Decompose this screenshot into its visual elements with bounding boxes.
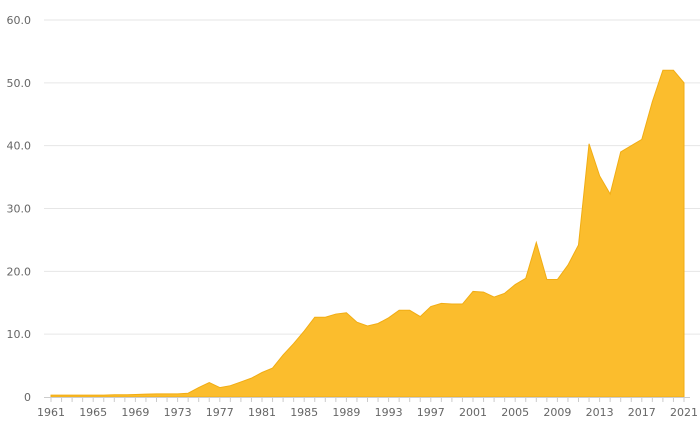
y-tick-label: 0 (24, 391, 31, 404)
y-tick-label: 10.0 (7, 328, 32, 341)
y-tick-label: 30.0 (7, 203, 32, 216)
x-tick-label: 1997 (417, 406, 445, 419)
y-tick-label: 60.0 (7, 14, 32, 27)
x-tick-label: 2001 (459, 406, 487, 419)
x-tick-label: 2013 (586, 406, 614, 419)
x-tick-label: 1961 (37, 406, 65, 419)
x-axis-labels: 1961 1965 1969 1973 1977 1981 1985 1989 1993 1997… (37, 406, 698, 419)
y-tick-label: 50.0 (7, 77, 32, 90)
area-series (50, 69, 685, 398)
x-tick-label: 1965 (79, 406, 107, 419)
x-tick-label: 2005 (501, 406, 529, 419)
x-axis (44, 397, 690, 402)
x-tick-label: 1989 (332, 406, 360, 419)
x-tick-label: 2009 (543, 406, 571, 419)
x-tick-label: 2017 (628, 406, 656, 419)
x-tick-label: 1993 (375, 406, 403, 419)
x-tick-label: 2021 (670, 406, 698, 419)
y-tick-label: 20.0 (7, 265, 32, 278)
x-tick-label: 1981 (248, 406, 276, 419)
y-tick-label: 40.0 (7, 140, 32, 153)
plot-area (50, 69, 685, 398)
x-tick-label: 1973 (164, 406, 192, 419)
x-tick-label: 1985 (290, 406, 318, 419)
x-tick-label: 1977 (206, 406, 234, 419)
y-axis: 0 10.0 20.0 30.0 40.0 50.0 60.0 (7, 14, 32, 404)
x-tick-label: 1969 (121, 406, 149, 419)
